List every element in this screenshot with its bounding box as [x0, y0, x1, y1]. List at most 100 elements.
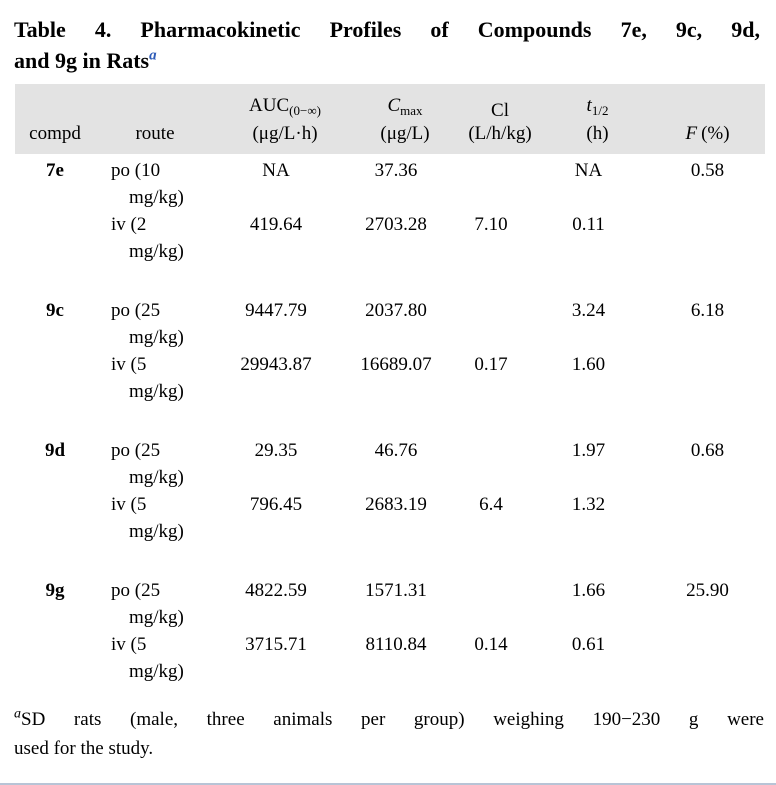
table-row: 9g po (25 mg/kg) 4822.59 1571.31 1.66 25…: [15, 577, 765, 631]
route-line1: iv (5: [111, 354, 147, 375]
table-row: 9c po (25 mg/kg) 9447.79 2037.80 3.24 6.…: [15, 297, 765, 351]
auc-header-label: AUC(0−∞): [215, 94, 355, 122]
f-cell: 25.90: [686, 580, 729, 601]
f-cell: [650, 631, 765, 685]
title-line2: and 9g in Ratsa: [14, 45, 760, 76]
cl-cell: [455, 437, 545, 491]
f-cell: 0.58: [690, 160, 725, 181]
title-line2-text: and 9g in Rats: [14, 48, 150, 73]
cmax-cell: 2683.19: [365, 494, 427, 515]
cmax-cell: 2703.28: [365, 214, 427, 235]
compd-cell: 9g: [45, 580, 65, 601]
f-cell: 6.18: [690, 300, 725, 321]
compd-cell: [15, 631, 95, 685]
f-unit: (%): [701, 123, 730, 144]
footnote: aSD rats (male, three animals per group)…: [14, 705, 764, 763]
group-spacer: [15, 545, 765, 577]
auc-cell: 9447.79: [245, 300, 307, 321]
cmax-cell: 2037.80: [365, 300, 427, 321]
route-line2: mg/kg): [129, 661, 184, 682]
f-cell: [650, 491, 765, 545]
thalf-cell: 1.66: [571, 580, 606, 601]
route-cell: po (10 mg/kg): [95, 154, 215, 211]
thalf-header-label: t1/2: [545, 94, 650, 122]
route-cell: iv (5 mg/kg): [95, 631, 215, 685]
route-line2: mg/kg): [129, 187, 184, 208]
compd-cell: [15, 491, 95, 545]
table-title: Table 4. Pharmacokinetic Profiles of Com…: [14, 14, 760, 76]
f-symbol: F: [685, 123, 698, 144]
auc-cell: 29.35: [254, 440, 298, 461]
route-cell: iv (5 mg/kg): [95, 351, 215, 405]
col-header-thalf: t1/2 (h): [545, 84, 650, 154]
route-cell: po (25 mg/kg): [95, 297, 215, 351]
cmax-cell: 1571.31: [365, 580, 427, 601]
f-header-label: F (%): [650, 122, 765, 145]
route-line2: mg/kg): [129, 241, 184, 262]
col-header-cl: Cl (L/h/kg): [455, 84, 545, 154]
cl-cell: 0.14: [474, 634, 508, 655]
route-line2: mg/kg): [129, 521, 184, 542]
table-row: 7e po (10 mg/kg) NA 37.36 NA 0.58: [15, 154, 765, 211]
cmax-header-label: Cmax: [355, 94, 455, 122]
cl-cell: 7.10: [474, 214, 508, 235]
cmax-subscript: max: [400, 103, 423, 118]
cmax-cell: 46.76: [374, 440, 418, 461]
footnote-marker: a: [14, 706, 21, 722]
auc-cell: NA: [262, 160, 290, 181]
header-row: compd route AUC(0−∞) (μg/L·h) Cmax (μg/L…: [15, 84, 765, 154]
cl-cell: 6.4: [479, 494, 503, 515]
group-spacer: [15, 265, 765, 297]
auc-cell: 4822.59: [245, 580, 307, 601]
route-line1: iv (2: [111, 214, 147, 235]
f-cell: [650, 351, 765, 405]
pharmacokinetics-table: compd route AUC(0−∞) (μg/L·h) Cmax (μg/L…: [15, 84, 765, 685]
compd-cell: 9d: [44, 440, 66, 461]
footnote-line1: aSD rats (male, three animals per group)…: [14, 705, 764, 734]
route-cell: iv (2 mg/kg): [95, 211, 215, 265]
thalf-cell: 1.32: [571, 494, 606, 515]
auc-cell: 419.64: [249, 214, 303, 235]
cl-cell: 0.17: [474, 354, 508, 375]
thalf-cell: NA: [574, 160, 603, 181]
group-spacer: [15, 405, 765, 437]
route-cell: iv (5 mg/kg): [95, 491, 215, 545]
col-header-compd: compd: [15, 84, 95, 154]
bottom-rule: [0, 783, 776, 785]
route-line1: po (10: [111, 160, 161, 181]
f-cell: [650, 211, 765, 265]
cl-cell: [455, 297, 545, 351]
route-cell: po (25 mg/kg): [95, 577, 215, 631]
table-row: 9d po (25 mg/kg) 29.35 46.76 1.97 0.68: [15, 437, 765, 491]
route-line2: mg/kg): [129, 381, 184, 402]
cl-cell: [455, 154, 545, 211]
route-cell: po (25 mg/kg): [95, 437, 215, 491]
auc-unit: (μg/L·h): [252, 123, 318, 144]
title-footnote-marker: a: [149, 47, 157, 64]
table-row: iv (5 mg/kg) 3715.71 8110.84 0.14 0.61: [15, 631, 765, 685]
table-row: iv (5 mg/kg) 29943.87 16689.07 0.17 1.60: [15, 351, 765, 405]
compd-cell: 9c: [46, 300, 64, 321]
auc-symbol: AUC: [249, 95, 290, 116]
thalf-cell: 0.61: [571, 634, 606, 655]
thalf-symbol: t: [586, 95, 592, 116]
auc-cell: 29943.87: [240, 354, 312, 375]
route-line2: mg/kg): [129, 327, 184, 348]
route-line1: iv (5: [111, 494, 147, 515]
cmax-cell: 16689.07: [360, 354, 432, 375]
compd-cell: 7e: [46, 160, 64, 181]
thalf-cell: 0.11: [572, 214, 605, 235]
route-line1: iv (5: [111, 634, 147, 655]
route-line1: po (25: [111, 440, 161, 461]
auc-cell: 3715.71: [245, 634, 307, 655]
thalf-unit: (h): [586, 123, 609, 144]
thalf-cell: 3.24: [571, 300, 606, 321]
auc-subscript: (0−∞): [289, 103, 321, 118]
auc-cell: 796.45: [249, 494, 303, 515]
route-line2: mg/kg): [129, 467, 184, 488]
compd-header-label: compd: [29, 123, 81, 144]
route-line1: po (25: [111, 300, 161, 321]
footnote-line2: used for the study.: [14, 738, 154, 759]
thalf-subscript: 1/2: [591, 103, 609, 118]
